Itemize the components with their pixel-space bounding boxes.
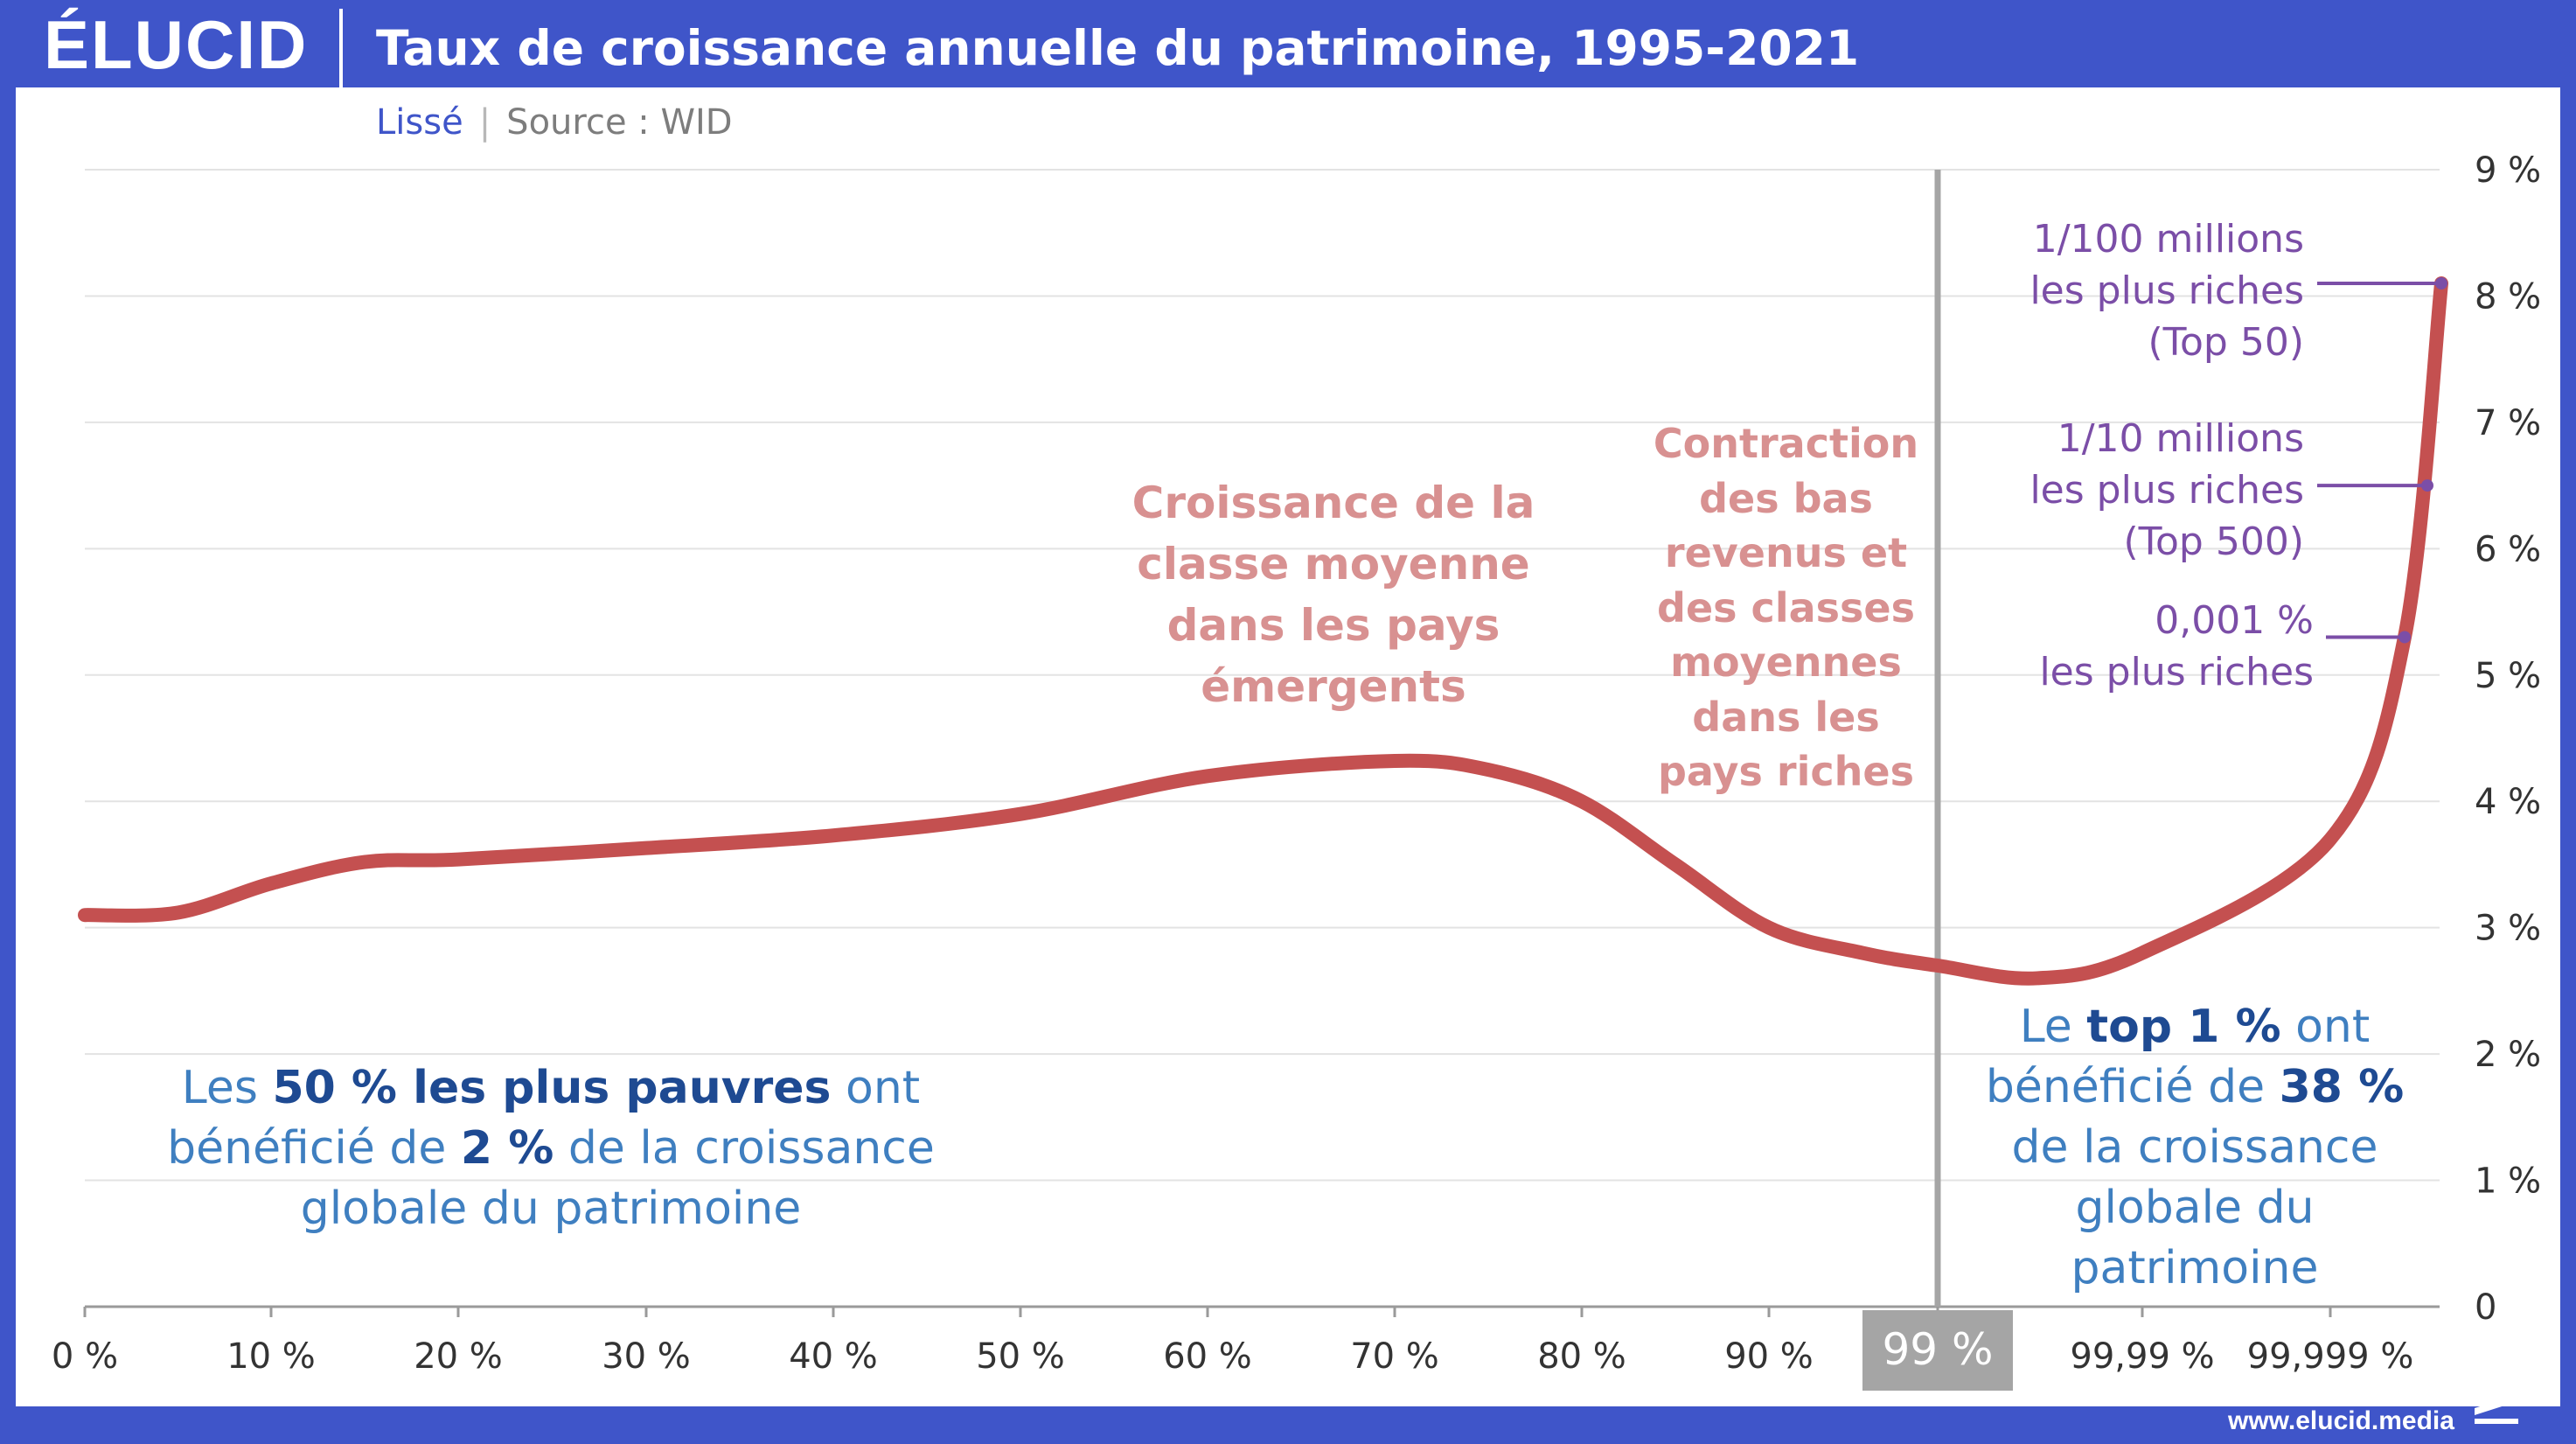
callout-line: les plus riches xyxy=(2029,468,2304,513)
callout-top-500: 1/10 millions les plus riches (Top 500) xyxy=(1906,413,2304,568)
footer-url[interactable]: www.elucid.media xyxy=(2228,1406,2454,1435)
x-tick-label: 10 % xyxy=(226,1336,316,1377)
header-bar: ÉLUCID Taux de croissance annuelle du pa… xyxy=(0,0,2576,87)
callout-line: (Top 500) xyxy=(2123,520,2304,564)
y-tick-label: 9 % xyxy=(2475,150,2541,191)
callout-line: 1/100 millions xyxy=(2032,217,2304,262)
annotation-top-1: Le top 1 % ont bénéficié de 38 % de la c… xyxy=(1915,997,2475,1299)
x-tick-label: 99,999 % xyxy=(2247,1336,2414,1377)
annotation-line: de la croissance xyxy=(2011,1121,2378,1174)
smoothing-label: Lissé xyxy=(376,102,463,143)
x-tick-label: 70 % xyxy=(1350,1336,1439,1377)
x-tick-highlight-box xyxy=(1862,1310,2013,1391)
x-tick-label: 80 % xyxy=(1537,1336,1626,1377)
emphasis-run: 50 % les plus pauvres xyxy=(272,1062,832,1114)
elucid-logo[interactable]: ÉLUCID xyxy=(44,6,309,83)
callout-line: (Top 50) xyxy=(2148,320,2304,365)
y-tick-label: 5 % xyxy=(2475,656,2541,696)
annotation-line: globale du patrimoine xyxy=(300,1182,802,1235)
annotation-line: dans les xyxy=(1692,693,1880,741)
x-tick-label: 30 % xyxy=(602,1336,691,1377)
elucid-mark-icon xyxy=(2475,1394,2518,1424)
annotation-line: classe moyenne xyxy=(1137,539,1530,589)
text-run: bénéficié de xyxy=(167,1122,461,1175)
callout-line: les plus riches xyxy=(2029,269,2304,313)
annotation-line: bénéficié de 2 % de la croissance xyxy=(96,1119,1006,1179)
x-tick-label: 99 % xyxy=(1882,1324,1993,1375)
callout-dot xyxy=(2435,277,2447,289)
callout-0001-percent: 0,001 % les plus riches xyxy=(1906,595,2314,698)
callout-top-50: 1/100 millions les plus riches (Top 50) xyxy=(1906,213,2304,368)
series-line xyxy=(78,276,2448,986)
annotation-line: patrimoine xyxy=(2071,1242,2319,1294)
x-tick-label: 99,99 % xyxy=(2070,1336,2214,1377)
y-tick-label: 0 xyxy=(2475,1287,2496,1328)
x-tick-label: 50 % xyxy=(976,1336,1065,1377)
annotation-line: pays riches xyxy=(1658,748,1914,795)
callout-line: 0,001 % xyxy=(2155,598,2314,643)
annotation-line: bénéficié de 38 % xyxy=(1915,1057,2475,1118)
callout-dot xyxy=(2398,631,2411,644)
text-run: bénéficié de xyxy=(1985,1061,2280,1113)
text-run: ont xyxy=(2280,1001,2371,1053)
x-tick-label: 20 % xyxy=(414,1336,503,1377)
emphasis-run: top 1 % xyxy=(2086,1001,2281,1053)
x-tick-label: 60 % xyxy=(1163,1336,1252,1377)
annotation-line: des bas xyxy=(1699,474,1873,522)
text-run: Le xyxy=(2019,1001,2087,1053)
callout-leaders xyxy=(2317,277,2447,644)
y-tick-label: 1 % xyxy=(2475,1161,2541,1202)
annotation-line: globale du xyxy=(2075,1182,2315,1234)
header-divider xyxy=(339,9,343,87)
y-tick-label: 8 % xyxy=(2475,276,2541,317)
y-tick-label: 7 % xyxy=(2475,403,2541,443)
chart-subtitle: Lissé | Source : WID xyxy=(376,96,733,149)
y-tick-label: 6 % xyxy=(2475,529,2541,569)
chart-title: Taux de croissance annuelle du patrimoin… xyxy=(376,20,1860,76)
text-run: ont xyxy=(831,1062,921,1114)
callout-dot xyxy=(2421,479,2433,492)
y-axis: 0 1 % 2 % 3 % 4 % 5 % 6 % 7 % 8 % 9 % xyxy=(2475,150,2541,1328)
x-tick-label: 90 % xyxy=(1724,1336,1814,1377)
callout-line: 1/10 millions xyxy=(2057,416,2304,461)
annotation-line: moyennes xyxy=(1670,638,1902,686)
annotation-line: des classes xyxy=(1657,583,1915,631)
annotation-line: revenus et xyxy=(1664,529,1908,576)
subtitle-separator: | xyxy=(478,102,491,143)
chart-panel xyxy=(16,87,2560,1406)
annotation-line: émergents xyxy=(1201,661,1466,712)
y-tick-label: 3 % xyxy=(2475,909,2541,949)
emphasis-run: 2 % xyxy=(460,1122,554,1175)
source-label: Source : WID xyxy=(506,102,733,143)
y-tick-label: 4 % xyxy=(2475,782,2541,822)
annotation-poorest-50: Les 50 % les plus pauvres ont bénéficié … xyxy=(96,1058,1006,1239)
annotation-line: dans les pays xyxy=(1166,600,1500,651)
annotation-line: Les 50 % les plus pauvres ont xyxy=(96,1058,1006,1119)
x-tick-label: 0 % xyxy=(52,1336,118,1377)
annotation-contraction: Contraction des bas revenus et des class… xyxy=(1635,416,1937,799)
annotation-line: Croissance de la xyxy=(1131,478,1535,528)
annotation-emerging-middle-class: Croissance de la classe moyenne dans les… xyxy=(1084,472,1583,717)
annotation-line: Contraction xyxy=(1653,420,1919,467)
text-run: Les xyxy=(181,1062,273,1114)
emphasis-run: 38 % xyxy=(2279,1061,2405,1113)
x-tick-label: 40 % xyxy=(789,1336,878,1377)
gridlines xyxy=(85,169,2440,1182)
y-tick-label: 2 % xyxy=(2475,1035,2541,1075)
annotation-line: Le top 1 % ont xyxy=(1915,997,2475,1057)
series-group xyxy=(78,276,2448,986)
text-run: de la croissance xyxy=(553,1122,935,1175)
x-axis: 0 % 10 % 20 % 30 % 40 % 50 % 60 % 70 % 80 % 90 % 9… xyxy=(52,1305,2440,1391)
callout-line: les plus riches xyxy=(2039,650,2314,694)
